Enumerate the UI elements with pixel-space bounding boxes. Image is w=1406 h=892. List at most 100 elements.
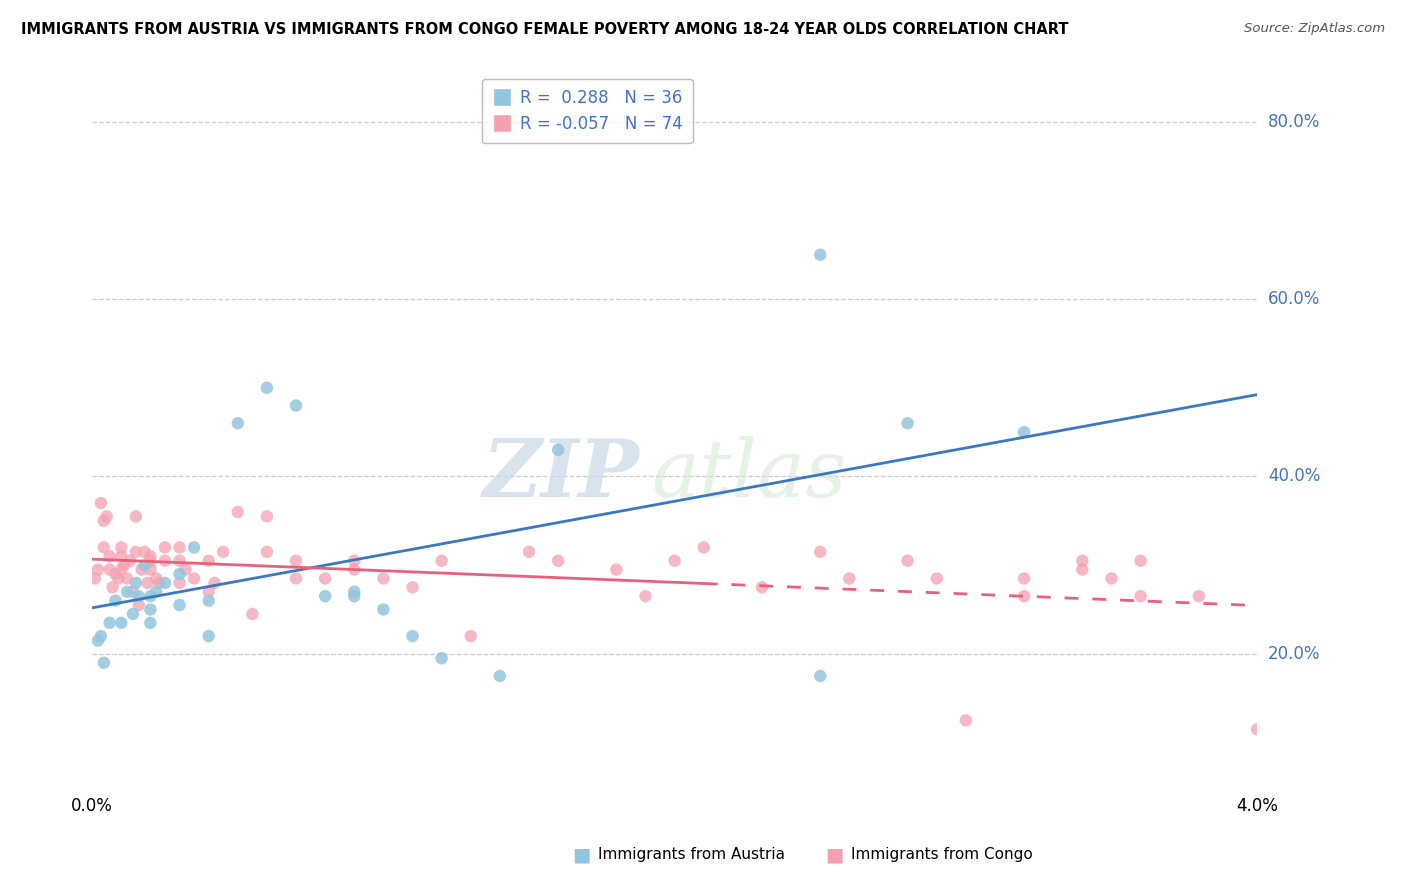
Point	[808, 545, 831, 559]
Point	[93, 541, 115, 555]
Text: Source: ZipAtlas.com: Source: ZipAtlas.com	[1244, 22, 1385, 36]
Point	[955, 714, 977, 728]
Point	[314, 571, 336, 585]
Point	[110, 549, 132, 564]
Point	[110, 563, 132, 577]
Point	[125, 509, 148, 524]
Point	[285, 571, 308, 585]
Point	[808, 669, 831, 683]
Text: 40.0%: 40.0%	[1268, 467, 1320, 485]
Point	[169, 567, 191, 582]
Text: Immigrants from Austria: Immigrants from Austria	[598, 847, 785, 862]
Point	[107, 571, 129, 585]
Point	[153, 541, 176, 555]
Point	[460, 629, 482, 643]
Point	[122, 584, 145, 599]
Point	[1129, 554, 1152, 568]
Text: ZIP: ZIP	[482, 436, 640, 514]
Point	[1071, 554, 1094, 568]
Text: 60.0%: 60.0%	[1268, 290, 1320, 308]
Point	[1012, 425, 1035, 439]
Point	[169, 598, 191, 612]
Point	[183, 571, 205, 585]
Point	[751, 580, 773, 594]
Point	[373, 571, 395, 585]
Point	[343, 563, 366, 577]
Point	[204, 575, 226, 590]
Point	[605, 563, 627, 577]
Point	[96, 509, 118, 524]
Point	[197, 554, 219, 568]
Point	[1129, 589, 1152, 603]
Point	[93, 656, 115, 670]
Point	[897, 417, 920, 431]
Point	[634, 589, 657, 603]
Point	[115, 571, 138, 585]
Point	[93, 514, 115, 528]
Point	[197, 593, 219, 607]
Point	[98, 549, 121, 564]
Point	[139, 554, 162, 568]
Point	[131, 563, 153, 577]
Point	[430, 651, 453, 665]
Point	[84, 571, 107, 585]
Point	[226, 505, 249, 519]
Point	[212, 545, 235, 559]
Point	[139, 549, 162, 564]
Point	[101, 580, 124, 594]
Point	[122, 607, 145, 621]
Point	[128, 598, 150, 612]
Point	[373, 602, 395, 616]
Text: atlas: atlas	[651, 436, 846, 514]
Point	[517, 545, 540, 559]
Point	[104, 593, 127, 607]
Point	[87, 633, 110, 648]
Point	[343, 584, 366, 599]
Point	[128, 589, 150, 603]
Text: IMMIGRANTS FROM AUSTRIA VS IMMIGRANTS FROM CONGO FEMALE POVERTY AMONG 18-24 YEAR: IMMIGRANTS FROM AUSTRIA VS IMMIGRANTS FR…	[21, 22, 1069, 37]
Point	[256, 381, 278, 395]
Point	[343, 589, 366, 603]
Point	[838, 571, 860, 585]
Point	[153, 554, 176, 568]
Point	[285, 399, 308, 413]
Point	[401, 629, 423, 643]
Point	[134, 558, 156, 573]
Point	[808, 248, 831, 262]
Point	[90, 629, 112, 643]
Point	[183, 541, 205, 555]
Point	[897, 554, 920, 568]
Point	[169, 575, 191, 590]
Point	[1246, 722, 1268, 736]
Point	[197, 629, 219, 643]
Point	[139, 602, 162, 616]
Point	[1012, 589, 1035, 603]
Text: 80.0%: 80.0%	[1268, 112, 1320, 131]
Point	[110, 615, 132, 630]
Text: 20.0%: 20.0%	[1268, 645, 1320, 663]
Point	[118, 554, 141, 568]
Point	[139, 615, 162, 630]
Point	[134, 545, 156, 559]
Point	[174, 563, 197, 577]
Point	[169, 554, 191, 568]
Point	[169, 541, 191, 555]
Point	[664, 554, 686, 568]
Legend: R =  0.288   N = 36, R = -0.057   N = 74: R = 0.288 N = 36, R = -0.057 N = 74	[482, 78, 693, 143]
Point	[240, 607, 263, 621]
Point	[256, 509, 278, 524]
Text: ■: ■	[572, 845, 591, 864]
Point	[226, 417, 249, 431]
Point	[139, 589, 162, 603]
Point	[343, 554, 366, 568]
Point	[1012, 571, 1035, 585]
Point	[925, 571, 948, 585]
Point	[110, 541, 132, 555]
Point	[547, 554, 569, 568]
Point	[98, 615, 121, 630]
Point	[87, 563, 110, 577]
Point	[489, 669, 512, 683]
Point	[1101, 571, 1123, 585]
Point	[430, 554, 453, 568]
Point	[112, 558, 135, 573]
